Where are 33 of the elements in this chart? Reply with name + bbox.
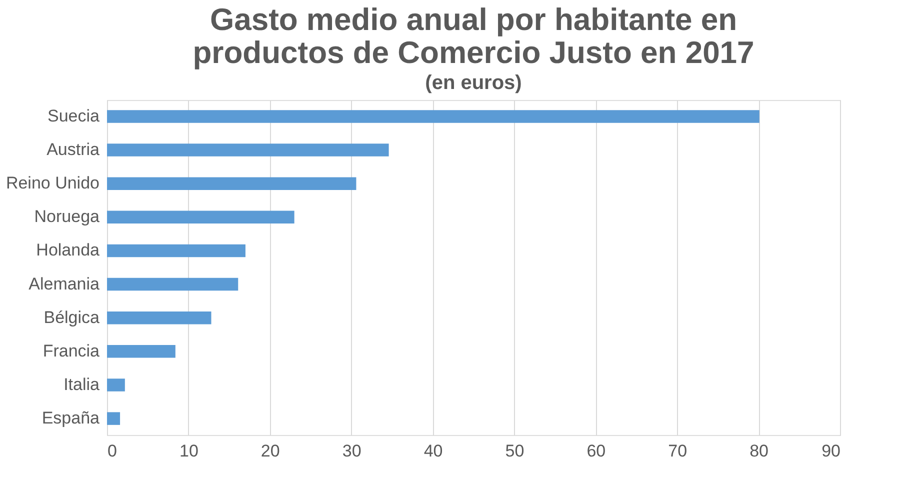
y-tick-label: Noruega	[34, 207, 100, 226]
x-tick-label: 80	[750, 442, 769, 460]
x-tick-label: 60	[586, 442, 606, 460]
y-tick-label: Bélgica	[44, 308, 100, 327]
x-tick-label: 70	[668, 442, 688, 460]
x-tick-label: 40	[424, 442, 443, 460]
y-tick-label: Reino Unido	[6, 174, 100, 193]
x-tick-label: 50	[505, 442, 524, 460]
x-tick-label: 0	[108, 442, 117, 460]
x-tick-label: 10	[179, 442, 198, 460]
text: Gasto medio anual por habitante en	[210, 2, 738, 37]
bar	[107, 210, 294, 224]
y-tick-label: Francia	[42, 341, 100, 360]
y-tick-label: Alemania	[28, 274, 100, 294]
bar	[107, 311, 212, 324]
y-tick-label: Austria	[46, 140, 100, 160]
y-tick-label: Suecia	[48, 106, 100, 126]
bar	[107, 378, 125, 392]
y-tick-label: España	[42, 408, 100, 428]
y-tick-label: Italia	[64, 374, 100, 394]
x-tick-label: 90	[822, 442, 840, 460]
text: productos de Comercio Justo en 2017	[192, 35, 754, 70]
bar	[107, 144, 389, 156]
bar	[107, 110, 760, 123]
bar	[107, 244, 246, 258]
y-tick-label: Holanda	[36, 240, 100, 260]
x-tick-label: 30	[342, 442, 362, 460]
bar	[107, 412, 120, 425]
bar	[107, 177, 356, 190]
bar	[107, 278, 238, 291]
chart-subtitle: (en euros)	[425, 72, 522, 94]
bar	[107, 345, 176, 358]
x-tick-label: 20	[260, 442, 280, 460]
